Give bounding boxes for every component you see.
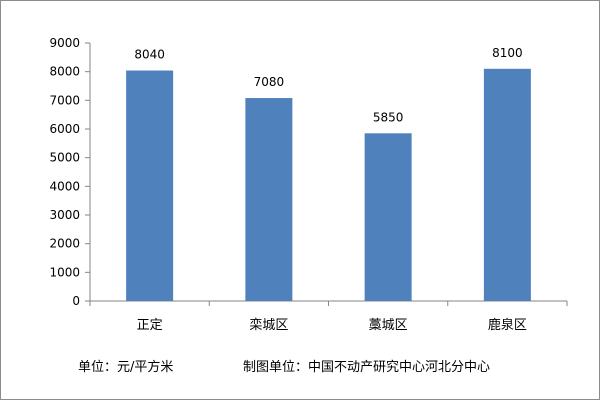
category-label-3: 藁城区 xyxy=(369,318,408,333)
y-axis-ticks: 0 1000 2000 3000 4000 5000 6000 7000 8000 9000 xyxy=(49,36,90,308)
bar-3 xyxy=(364,133,412,301)
category-label-2: 栾城区 xyxy=(249,317,288,333)
data-labels: 8040 7080 5850 8100 xyxy=(134,46,522,125)
bar-1 xyxy=(126,70,174,302)
y-tick-label: 5000 xyxy=(49,151,80,165)
y-tick-label: 8000 xyxy=(49,65,80,79)
y-tick-label: 2000 xyxy=(49,237,80,251)
y-tick-label: 3000 xyxy=(49,208,80,222)
category-label-4: 鹿泉区 xyxy=(488,317,527,333)
y-tick-label: 4000 xyxy=(49,179,80,193)
data-label-3: 5850 xyxy=(373,110,404,124)
chart-bars xyxy=(126,68,531,302)
y-tick-label: 0 xyxy=(72,294,80,308)
bar-4 xyxy=(483,68,531,301)
y-tick-label: 9000 xyxy=(49,36,80,50)
data-label-4: 8100 xyxy=(492,46,523,60)
y-tick-label: 1000 xyxy=(49,265,80,279)
data-label-1: 8040 xyxy=(134,48,165,62)
y-tick-label: 6000 xyxy=(49,122,80,136)
unit-note: 单位：元/平方米 xyxy=(78,360,174,375)
data-label-2: 7080 xyxy=(254,75,285,89)
category-label-1: 正定 xyxy=(137,318,163,333)
bar-2 xyxy=(245,98,293,301)
y-tick-label: 7000 xyxy=(49,93,80,107)
source-note: 制图单位：中国不动产研究中心河北分中心 xyxy=(243,360,491,375)
x-axis-labels: 正定 栾城区 藁城区 鹿泉区 xyxy=(137,317,527,333)
chart-footer: 单位：元/平方米 制图单位：中国不动产研究中心河北分中心 xyxy=(0,352,600,380)
